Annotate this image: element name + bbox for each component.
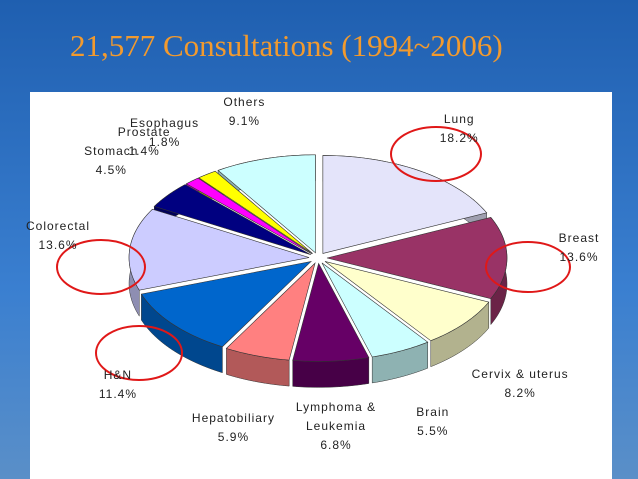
category-label: Others [223, 94, 266, 109]
slice [198, 170, 313, 254]
value-label: 5.5% [417, 423, 449, 438]
category-label: Lung [443, 111, 475, 126]
value-label: 8.2% [504, 385, 536, 400]
slice [153, 184, 312, 255]
value-label: 18.2% [439, 130, 479, 145]
category-label: Prostate [117, 125, 171, 139]
slice [321, 262, 429, 358]
slice [322, 155, 488, 254]
value-label: 11.4% [98, 387, 137, 402]
highlight [95, 325, 183, 381]
slice [324, 261, 490, 342]
slice [128, 208, 310, 291]
highlight [485, 241, 571, 293]
highlight [390, 126, 482, 182]
category-label: Breast [558, 231, 600, 245]
value-label: 6.8% [320, 437, 352, 452]
highlight-circles [56, 126, 571, 381]
slice [292, 262, 370, 362]
category-label: Cervix & uterus [471, 366, 569, 381]
value-label: 13.6% [38, 237, 78, 252]
category-label: Brain [416, 404, 450, 419]
highlight [56, 239, 146, 295]
chart-title: 21,577 Consultations (1994~2006) [70, 28, 503, 63]
category-label: Hepatobiliary [191, 411, 275, 426]
slice [217, 154, 316, 254]
category-label: H&N [103, 368, 133, 383]
slice-side [292, 357, 370, 388]
category-label: Lymphoma & Leukemia [295, 399, 377, 433]
slice [185, 177, 313, 255]
category-label: Esophagus [130, 116, 200, 131]
pie [128, 154, 508, 388]
value-label: 13.6% [559, 250, 599, 264]
value-label: 4.5% [95, 163, 127, 178]
value-label: 1.8% [148, 135, 181, 150]
value-label: 1.4% [128, 144, 160, 158]
value-label: 5.9% [217, 430, 250, 445]
category-label: Stomach [84, 144, 139, 159]
slice [326, 217, 508, 299]
slice [140, 260, 313, 348]
slice [225, 262, 316, 361]
value-label: 9.1% [228, 113, 261, 128]
category-label: Colorectal [25, 218, 91, 233]
